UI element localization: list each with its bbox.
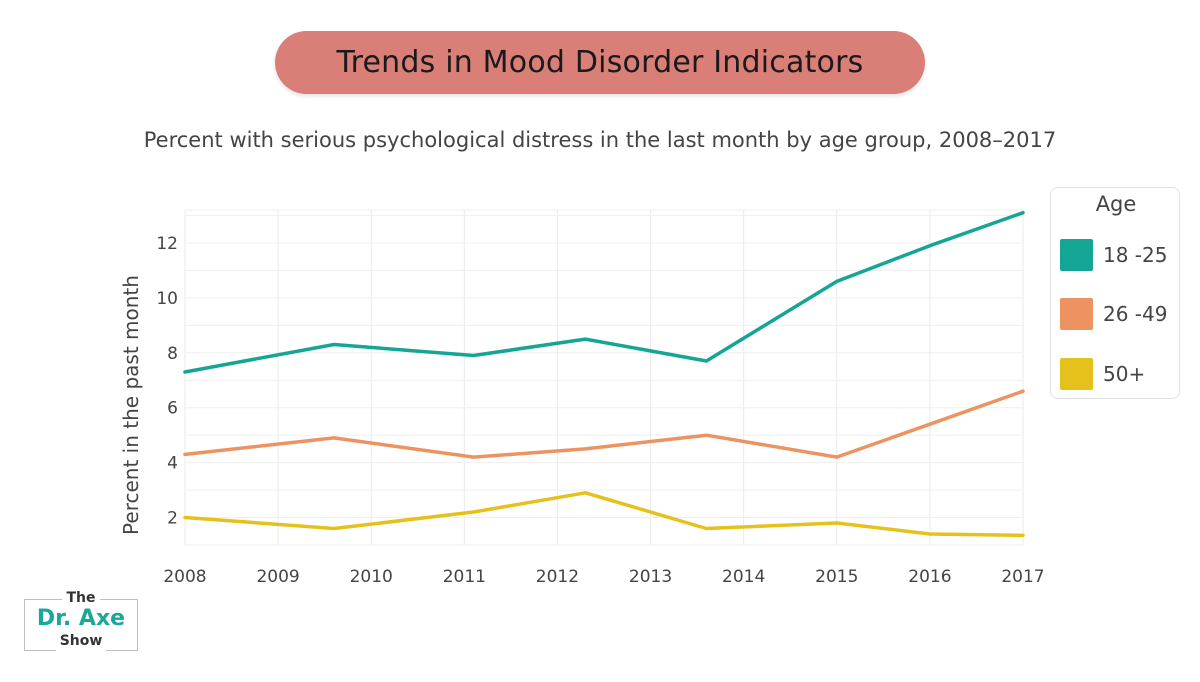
legend-label-50-plus: 50+ [1103, 362, 1146, 386]
x-tick-label: 2010 [350, 567, 393, 587]
legend-label-18-25: 18 -25 [1103, 243, 1168, 267]
logo-text-name: Dr. Axe [36, 606, 126, 631]
series-line-26-49 [183, 389, 1025, 459]
y-tick-label: 12 [156, 234, 178, 254]
legend-label-26-49: 26 -49 [1103, 302, 1168, 326]
x-tick-label: 2012 [536, 567, 579, 587]
chart-subtitle: Percent with serious psychological distr… [143, 128, 1057, 152]
y-tick-label: 10 [156, 289, 178, 309]
y-tick-label: 6 [167, 399, 178, 419]
series-line-50 [183, 491, 1025, 538]
x-tick-label: 2011 [443, 567, 486, 587]
series-line-18-25 [183, 210, 1025, 374]
y-tick-label: 8 [167, 344, 178, 364]
legend-item-26-49: 26 -49 [1060, 298, 1167, 330]
x-tick-label: 2015 [815, 567, 858, 587]
x-tick-label: 2009 [256, 567, 299, 587]
legend-swatch-18-25 [1060, 239, 1093, 271]
x-tick-label: 2016 [908, 567, 951, 587]
chart-title-banner: Trends in Mood Disorder Indicators [275, 31, 925, 94]
legend-item-18-25: 18 -25 [1060, 239, 1167, 271]
y-axis-title: Percent in the past month [119, 275, 143, 535]
legend-item-50-plus: 50+ [1060, 358, 1145, 390]
dr-axe-show-logo: The Dr. Axe Show [22, 590, 140, 656]
y-tick-label: 2 [167, 509, 178, 529]
legend-swatch-50-plus [1060, 358, 1093, 390]
logo-text-the: The [66, 590, 96, 606]
legend: Age 18 -25 26 -49 50+ [1050, 187, 1180, 399]
x-tick-label: 2008 [163, 567, 206, 587]
x-tick-label: 2014 [722, 567, 765, 587]
y-tick-label: 4 [167, 454, 178, 474]
x-tick-label: 2013 [629, 567, 672, 587]
legend-swatch-26-49 [1060, 298, 1093, 330]
x-tick-label: 2017 [1001, 567, 1044, 587]
chart-title: Trends in Mood Disorder Indicators [336, 45, 864, 80]
logo-text-show: Show [59, 633, 103, 649]
legend-title: Age [1095, 192, 1137, 216]
